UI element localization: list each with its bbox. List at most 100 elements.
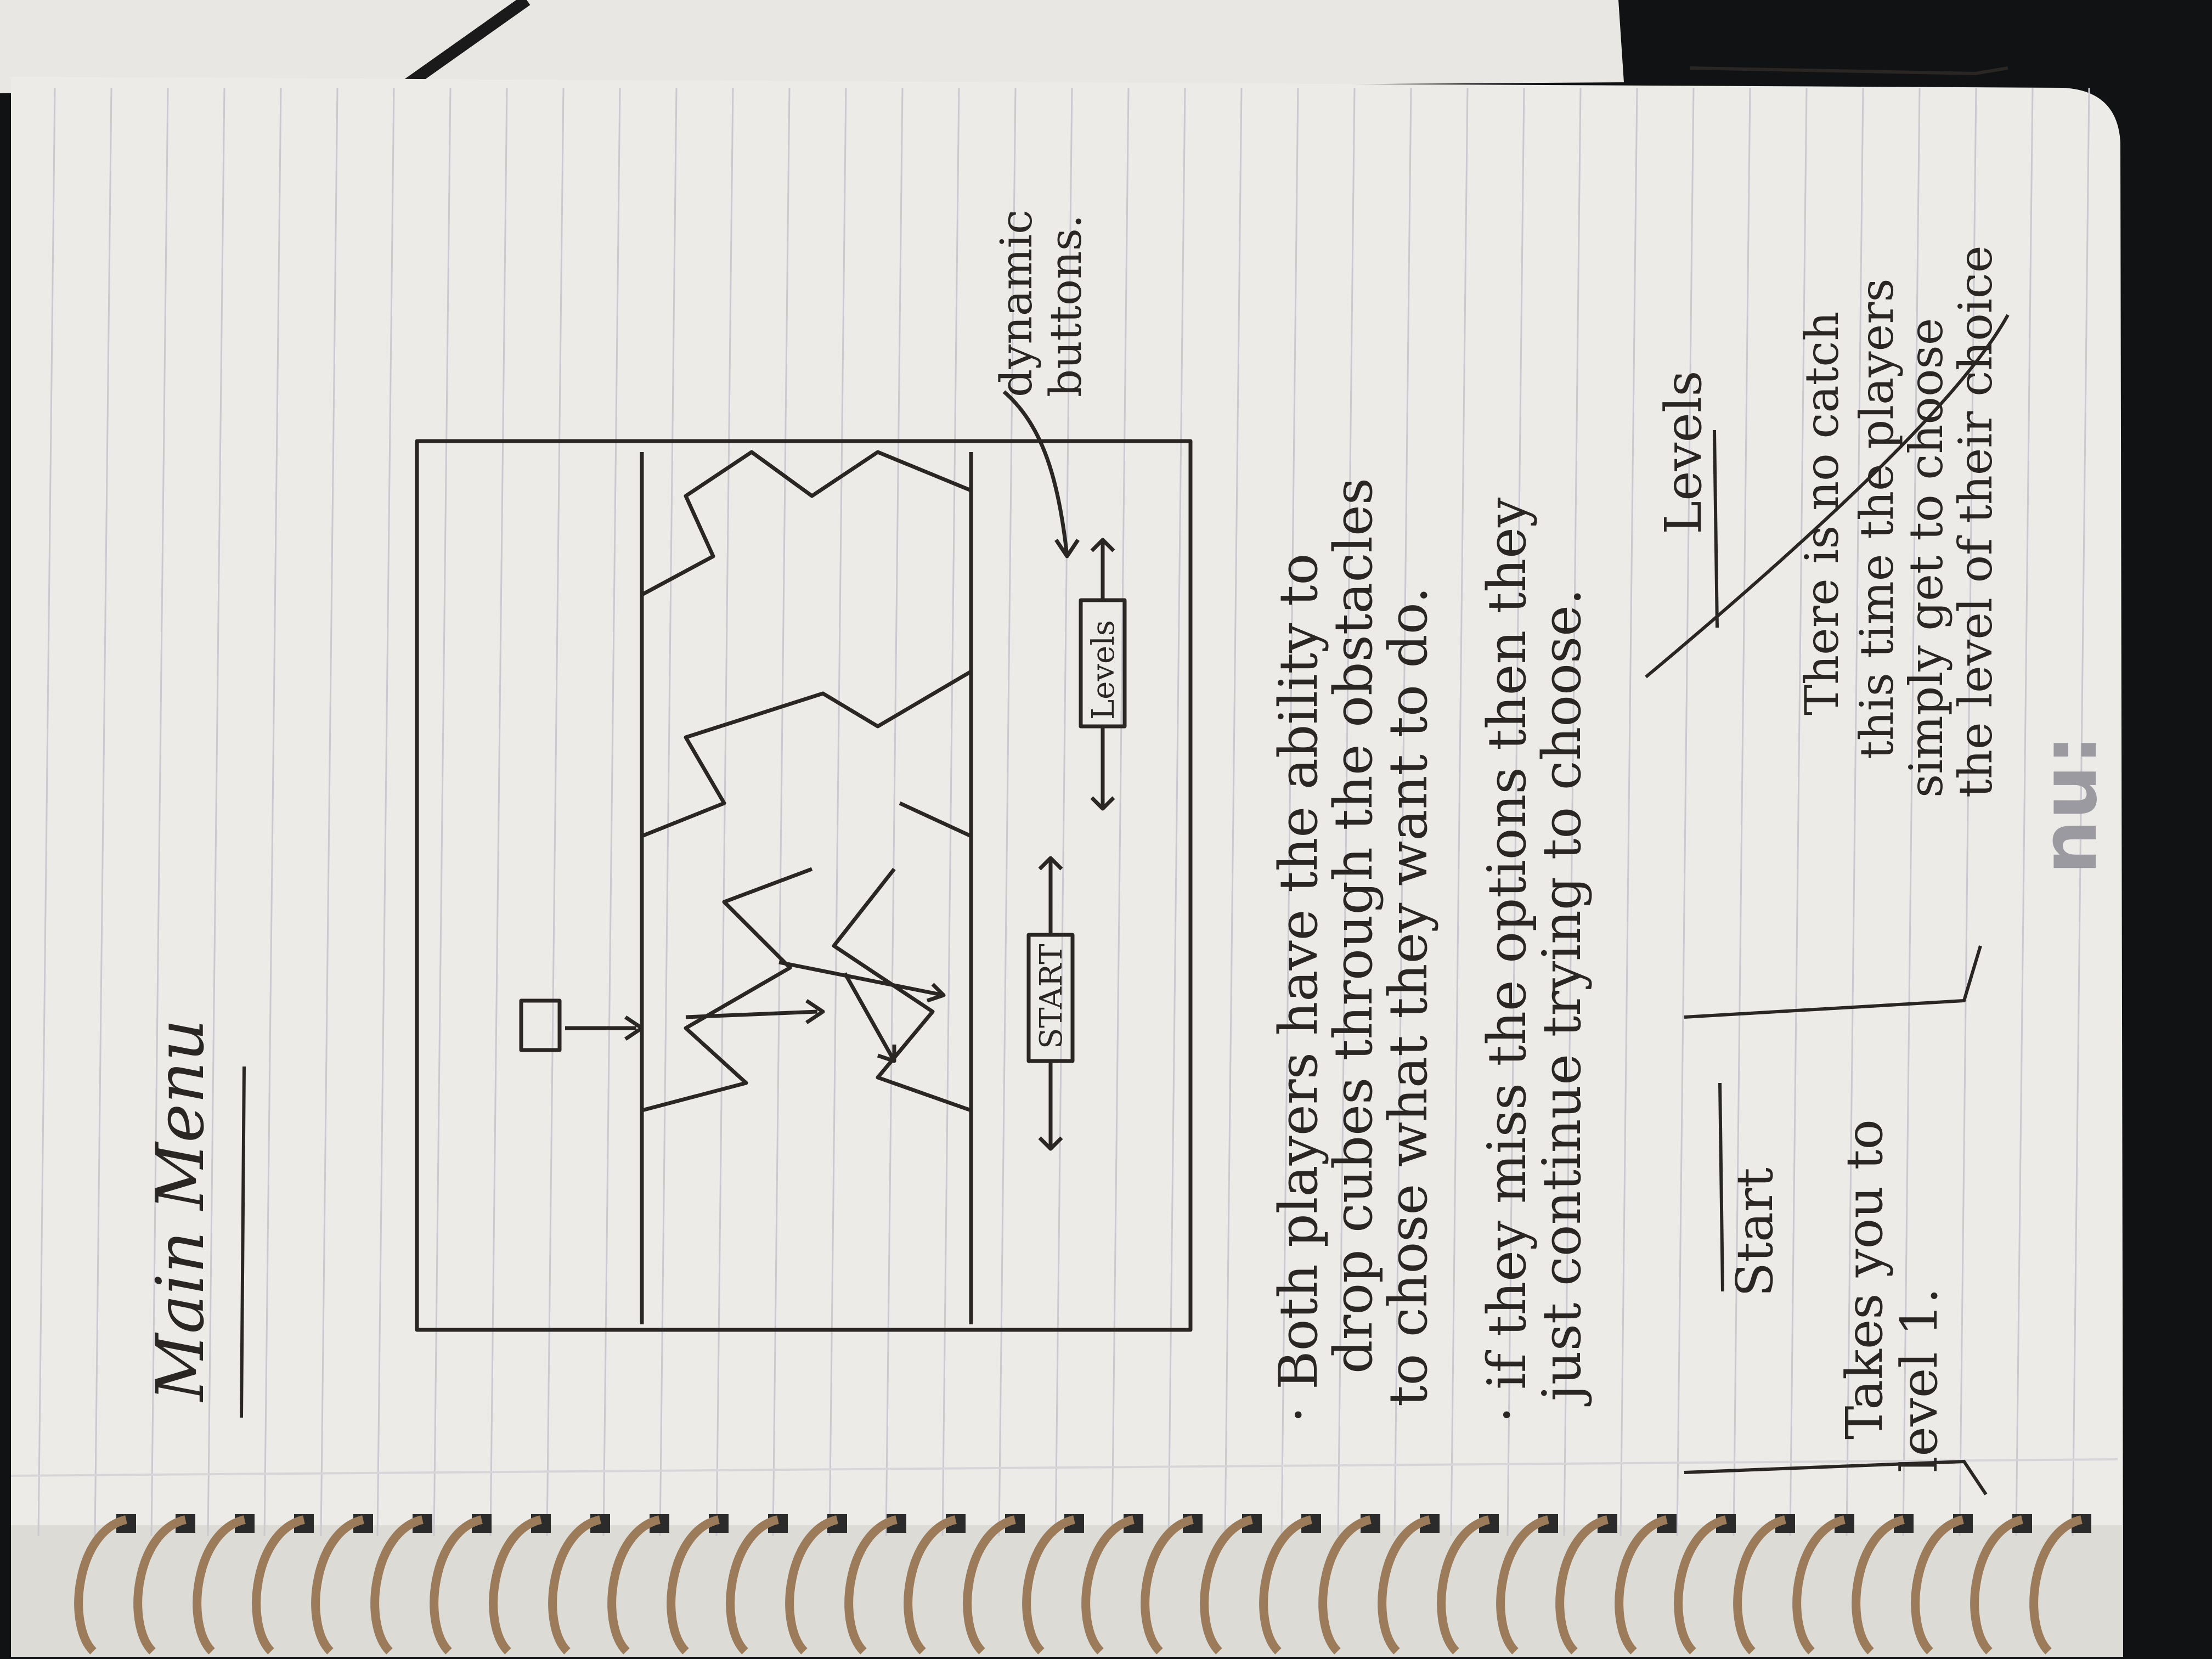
sketch-drop-arrow-1	[565, 1015, 644, 1041]
ruled-line	[1111, 87, 1130, 1537]
levels-box-line-3: simply get to choose	[1899, 318, 1953, 798]
levels-box-line-2: this time the players	[1850, 278, 1904, 759]
page-shadow	[11, 1525, 2123, 1657]
ruled-line	[207, 87, 225, 1537]
spiral-coil	[963, 1515, 1017, 1655]
levels-title-underline	[1713, 430, 1719, 628]
ruled-line	[2015, 87, 2034, 1537]
spiral-binding	[74, 1514, 2091, 1655]
ruled-line	[1167, 87, 1186, 1537]
start-box-title: Start	[1725, 1167, 1784, 1297]
spiral-coil	[370, 1515, 424, 1655]
ruled-line	[659, 87, 678, 1537]
sketch-cube	[519, 998, 562, 1052]
ruled-line	[1224, 87, 1243, 1537]
sketch-frame	[415, 439, 1193, 1332]
spiral-coil	[1555, 1515, 1609, 1655]
note-1-line-3: to chose what they want to do.	[1378, 587, 1439, 1407]
ruled-line	[828, 87, 847, 1537]
ruled-line	[150, 87, 169, 1537]
ruled-line	[1563, 87, 1582, 1537]
margin-line	[10, 1458, 2118, 1477]
ruled-lines	[37, 87, 2090, 1537]
ruled-line	[320, 87, 338, 1537]
ruled-line	[1337, 87, 1356, 1537]
spiral-coil	[133, 1515, 187, 1655]
ruled-line	[941, 87, 960, 1537]
ruled-line	[546, 87, 565, 1537]
start-bracket	[1684, 945, 1988, 1496]
ruled-line	[433, 87, 452, 1537]
spiral-coil	[1022, 1515, 1076, 1655]
spiral-coil	[1496, 1515, 1550, 1655]
ruled-line	[602, 87, 621, 1537]
heading-underline	[240, 1066, 246, 1418]
ruled-line	[263, 87, 282, 1537]
ruled-line	[1620, 87, 1638, 1537]
sketch-obstacle-top	[641, 867, 972, 1113]
spiral-coil	[1674, 1515, 1728, 1655]
ruled-line	[2072, 87, 2090, 1537]
spiral-coil	[1141, 1515, 1194, 1655]
ruled-line	[1902, 87, 1921, 1537]
spiral-coil	[1437, 1515, 1491, 1655]
ruled-line	[1676, 87, 1695, 1537]
white-binder	[0, 0, 1624, 93]
brand-logo: nu:	[2025, 735, 2114, 874]
sketch-drop-arrow-2	[685, 999, 825, 1024]
ruled-line	[1789, 87, 1808, 1537]
spiral-coil	[1200, 1515, 1254, 1655]
levels-box-line-1: There is no catch	[1795, 312, 1849, 715]
note-1-line-1: · Both players have the ability to	[1268, 554, 1329, 1423]
spiral-coil	[252, 1515, 306, 1655]
handwriting: Main Menu START Levels dynamic buttons.	[143, 66, 2114, 1496]
sketch-levels-label: Levels	[1086, 620, 1121, 720]
spiral-coil	[311, 1515, 365, 1655]
spiral-coil	[193, 1515, 246, 1655]
spiral-coil	[1852, 1515, 1905, 1655]
sketch-start-arrows	[1038, 856, 1063, 1151]
binder-strap	[391, 0, 531, 98]
sketch-drop-arrow-4	[778, 960, 946, 1003]
spiral-coil	[1970, 1515, 2024, 1655]
spiral-coil	[74, 1515, 128, 1655]
ruled-line	[1733, 87, 1751, 1537]
start-box-line-1: Takes you to	[1835, 1119, 1894, 1440]
levels-box-line-4: the level of their choice	[1949, 245, 2002, 798]
note-2-line-2: just continue trying to choose.	[1531, 589, 1593, 1407]
ruled-line	[1450, 87, 1469, 1537]
spiral-coil	[1615, 1515, 1668, 1655]
notebook-page	[11, 77, 2123, 1654]
spiral-coil	[904, 1515, 957, 1655]
spiral-coil	[1733, 1515, 1787, 1655]
start-title-underline	[1718, 1082, 1724, 1292]
callout-line-1: dynamic	[991, 210, 1042, 397]
spiral-coil	[726, 1515, 780, 1655]
spiral-coil	[785, 1515, 839, 1655]
ruled-line	[772, 87, 791, 1537]
note-2-line-1: · if they miss the options then they	[1476, 498, 1538, 1423]
start-box-line-2: level 1.	[1890, 1288, 1949, 1472]
ruled-line	[37, 87, 56, 1537]
spiral-coil	[607, 1515, 661, 1655]
ruled-line	[94, 87, 112, 1537]
sketch-drop-arrow-3	[843, 972, 896, 1063]
spiral-coil	[844, 1515, 898, 1655]
spiral-coil	[1792, 1515, 1846, 1655]
spiral-coil	[1081, 1515, 1135, 1655]
callout-line-2: buttons.	[1040, 215, 1091, 397]
levels-bracket	[1645, 66, 2010, 679]
ruled-line	[885, 87, 904, 1537]
ruled-line	[1054, 87, 1073, 1537]
menu-sketch	[415, 390, 1193, 1332]
spiral-coil	[667, 1515, 720, 1655]
main-menu-heading: Main Menu	[143, 1019, 219, 1402]
spiral-coil	[1911, 1515, 1965, 1655]
spiral-coil	[430, 1515, 483, 1655]
sketch-obstacle-bottom	[641, 450, 972, 597]
sketch-levels-arrows	[1090, 538, 1115, 811]
spiral-coil	[489, 1515, 543, 1655]
note-1-line-2: drop cubes through the obstacles	[1323, 478, 1384, 1374]
levels-box-title: Levels	[1654, 370, 1713, 534]
